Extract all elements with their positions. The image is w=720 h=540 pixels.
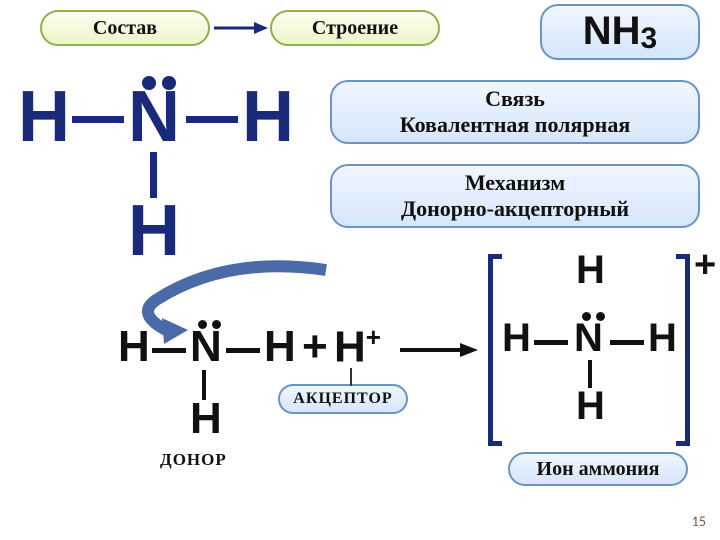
bond-h-left <box>72 116 124 123</box>
mech-type: Донорно-акцепторный <box>401 196 629 222</box>
ion-bond-left <box>534 340 568 345</box>
bond-link-type: Ковалентная полярная <box>400 112 631 138</box>
reaction-arrow-icon <box>398 340 480 360</box>
bracket-left <box>488 254 502 446</box>
composition-label: Состав <box>93 17 157 40</box>
reaction-plus: + <box>302 322 328 372</box>
donor-h-bottom: H <box>190 394 222 444</box>
acceptor-pill: АКЦЕПТОР <box>278 384 408 414</box>
ion-bond-right <box>610 340 644 345</box>
composition-pill: Состав <box>40 10 210 46</box>
big-h-left: H <box>18 76 70 158</box>
bond-type-pill: Связь Ковалентная полярная <box>330 80 700 144</box>
bond-h-right <box>186 116 238 123</box>
bracket-right <box>676 254 690 446</box>
formula-pill: NH3 <box>540 4 700 60</box>
mechanism-pill: Механизм Донорно-акцепторный <box>330 164 700 228</box>
page-number: 15 <box>692 513 706 530</box>
ion-charge: + <box>694 244 716 287</box>
mech-label: Механизм <box>465 170 565 196</box>
ion-h-top: H <box>576 248 605 293</box>
structure-pill: Строение <box>270 10 440 46</box>
ion-label: Ион аммония <box>537 458 660 481</box>
lone-dot-1 <box>142 76 156 90</box>
donor-label: ДОНОР <box>160 450 227 470</box>
acceptor-connector <box>350 368 352 386</box>
ion-h-right: H <box>648 316 677 361</box>
formula-main: NH <box>583 9 641 53</box>
acceptor-label: АКЦЕПТОР <box>293 390 392 408</box>
bond-link-label: Связь <box>485 86 545 112</box>
ion-n: N <box>574 316 603 361</box>
arrow-right-icon <box>212 18 268 38</box>
ion-label-pill: Ион аммония <box>508 452 688 486</box>
big-h-right: H <box>242 76 294 158</box>
structure-label: Строение <box>312 17 398 40</box>
lone-dot-2 <box>162 76 176 90</box>
ion-h-left: H <box>502 316 531 361</box>
formula-sub: 3 <box>641 22 658 55</box>
ion-h-bottom: H <box>576 384 605 429</box>
acceptor-h: H+ <box>334 322 381 373</box>
